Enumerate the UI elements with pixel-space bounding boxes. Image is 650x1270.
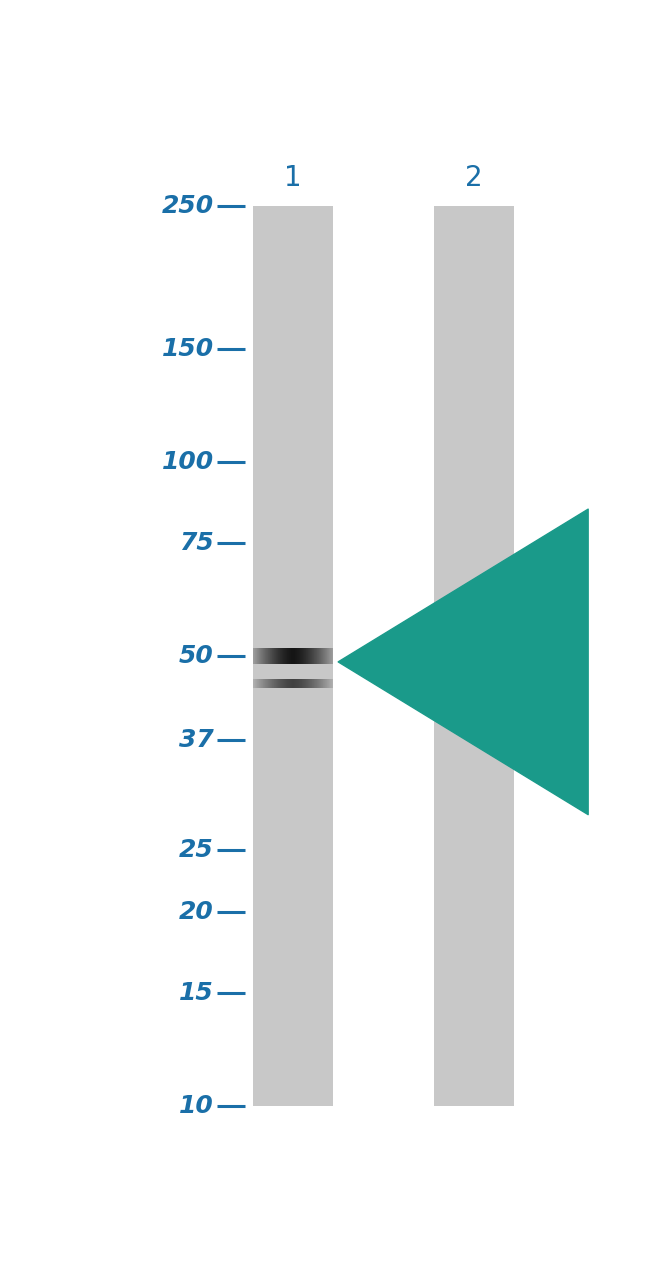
Bar <box>434 206 515 1106</box>
Text: 20: 20 <box>179 900 214 925</box>
Text: 15: 15 <box>179 980 214 1005</box>
Text: 10: 10 <box>179 1093 214 1118</box>
Text: 37: 37 <box>179 728 214 752</box>
Text: 100: 100 <box>162 451 214 474</box>
Text: 1: 1 <box>284 164 302 192</box>
Bar <box>252 206 333 1106</box>
Text: 75: 75 <box>179 531 214 555</box>
Text: 2: 2 <box>465 164 483 192</box>
Text: 50: 50 <box>179 644 214 668</box>
Text: 250: 250 <box>162 194 214 218</box>
Text: 150: 150 <box>162 337 214 361</box>
Text: 25: 25 <box>179 838 214 862</box>
